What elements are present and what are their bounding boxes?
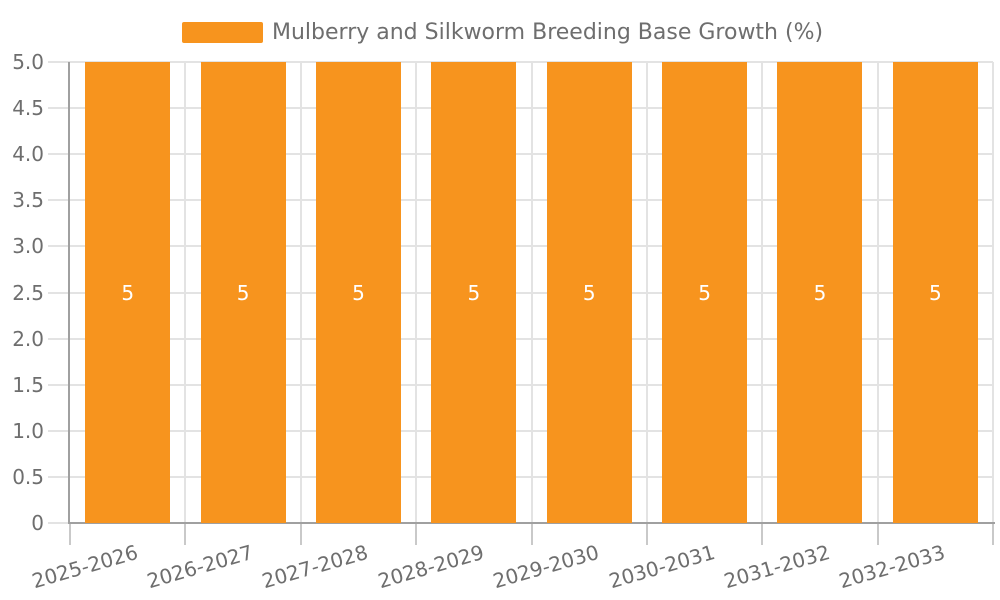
category-gridline <box>530 62 533 523</box>
x-axis-tick <box>530 523 533 545</box>
bar-value-label: 5 <box>928 280 942 305</box>
y-gridline <box>48 337 993 340</box>
y-gridline <box>48 107 993 110</box>
bar-value-label: 5 <box>467 280 481 305</box>
x-axis-line <box>68 522 995 524</box>
y-axis-tick-label: 5.0 <box>12 50 44 74</box>
bar-value-label: 5 <box>236 280 250 305</box>
bar[interactable]: 5 <box>777 62 863 523</box>
x-axis-category-label: 2025-2026 <box>28 540 141 594</box>
x-axis-tick <box>184 523 187 545</box>
bar-value-label: 5 <box>698 280 711 305</box>
x-axis-tick <box>645 523 648 545</box>
y-gridline <box>48 153 993 156</box>
legend-item[interactable]: Mulberry and Silkworm Breeding Base Grow… <box>182 19 823 45</box>
x-axis-tick <box>415 523 418 545</box>
x-axis-tick <box>69 523 71 545</box>
x-axis-category-label: 2027-2028 <box>259 540 372 594</box>
y-axis-tick-label: 3.5 <box>12 188 44 213</box>
y-gridline <box>48 475 993 478</box>
bar-value-label: 5 <box>352 280 365 305</box>
x-axis-category-label: 2032-2033 <box>836 540 948 594</box>
bar[interactable]: 5 <box>892 62 978 523</box>
y-axis-tick-label: 0 <box>31 511 44 535</box>
y-gridline <box>48 383 993 386</box>
category-gridline <box>876 62 879 523</box>
y-gridline <box>48 199 993 202</box>
x-axis-category-label: 2031-2032 <box>721 540 833 594</box>
bar[interactable]: 5 <box>546 62 632 523</box>
category-gridline <box>645 62 648 523</box>
y-axis-tick-label: 2.5 <box>12 280 44 305</box>
category-gridline <box>184 62 187 523</box>
x-axis-category-label: 2028-2029 <box>375 540 487 594</box>
bar[interactable]: 5 <box>662 62 748 523</box>
bar[interactable]: 5 <box>315 62 401 523</box>
y-gridline <box>48 61 993 63</box>
y-axis-tick-label: 3.0 <box>12 234 44 259</box>
bar[interactable]: 5 <box>431 62 517 523</box>
category-gridline <box>992 62 994 523</box>
bar[interactable]: 5 <box>85 62 171 523</box>
bar[interactable]: 5 <box>200 62 286 523</box>
x-axis-tick <box>299 523 302 545</box>
y-axis-tick-label: 1.5 <box>12 372 44 397</box>
y-axis-tick-label: 0.5 <box>12 464 44 489</box>
category-gridline <box>761 62 764 523</box>
bar-value-label: 5 <box>582 280 596 305</box>
y-axis-line <box>68 62 70 523</box>
y-gridline <box>48 245 993 248</box>
category-gridline <box>299 62 302 523</box>
legend-label: Mulberry and Silkworm Breeding Base Grow… <box>272 19 824 45</box>
y-axis-tick-label: 4.5 <box>12 96 44 121</box>
x-axis-category-label: 2029-2030 <box>490 540 602 594</box>
legend-swatch-icon <box>182 21 263 43</box>
x-axis-category-label: 2030-2031 <box>605 540 718 594</box>
y-gridline <box>48 291 993 294</box>
y-gridline <box>48 429 993 432</box>
y-axis-tick-label: 1.0 <box>12 418 44 443</box>
bar-value-label: 5 <box>121 280 135 305</box>
bar-value-label: 5 <box>813 280 827 305</box>
y-axis-tick-label: 2.0 <box>12 326 44 351</box>
x-axis-tick <box>761 523 764 545</box>
x-axis-category-label: 2026-2027 <box>144 540 256 594</box>
x-axis-tick <box>992 523 994 545</box>
category-gridline <box>415 62 418 523</box>
y-axis-tick-label: 4.0 <box>12 142 44 167</box>
x-axis-tick <box>876 523 879 545</box>
